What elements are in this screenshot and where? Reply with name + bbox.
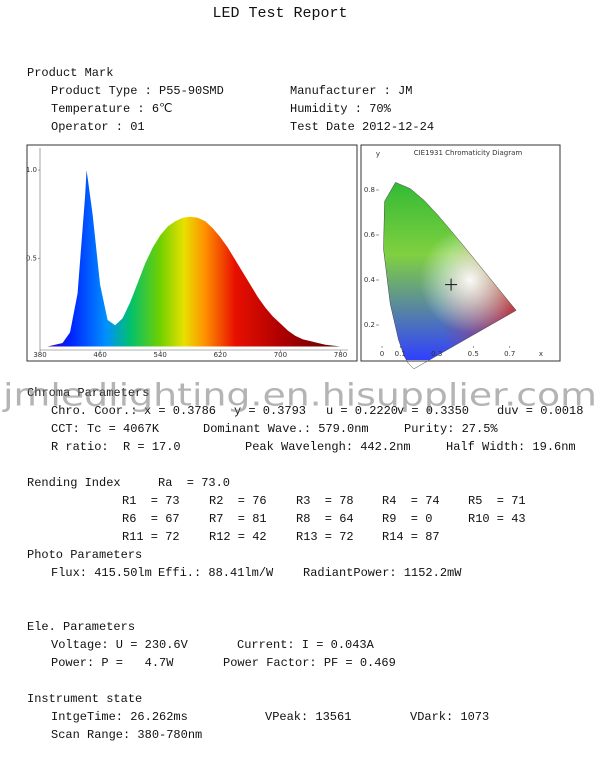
cie-frame [360,144,561,362]
cie-gamut [383,182,517,360]
chromaticity-point [445,278,458,291]
field: Voltage: U = 230.6V [51,638,189,652]
field: Flux: 415.50lm [51,566,152,580]
x-tick-label: 700 [274,351,287,359]
field: Effi.: 88.41lm/W [158,566,274,580]
x-tick-label: 540 [154,351,167,359]
field: R8 = 64 [296,512,354,526]
y-tick-label: 0.6 [364,231,376,239]
field: R ratio: R = 17.0 [51,440,181,454]
section-heading: Ele. Parameters [27,620,135,634]
field: Scan Range: 380-780nm [51,728,202,742]
field: VPeak: 13561 [265,710,351,724]
field: R10 = 43 [468,512,526,526]
field: v = 0.3350 [397,404,469,418]
field: R11 = 72 [122,530,180,544]
x-tick-label: 0.1 [395,350,406,358]
cie-chart: CIE1931 Chromaticity Diagram y x 0 0.1 0.3 0.5… [364,149,543,370]
watermark: jmledlighting.en.hisupplier.com [2,378,597,414]
field: R12 = 42 [209,530,267,544]
field: R2 = 76 [209,494,267,508]
field: VDark: 1073 [410,710,489,724]
field: Operator : 01 [51,120,145,134]
x-tick-label: 0.7 [504,350,515,358]
y-axis-label: y [376,150,380,158]
field: Product Type : P55-90SMD [51,84,224,98]
section-heading: Chroma Parameters [27,386,149,400]
field: y = 0.3793 [234,404,306,418]
field: duv = 0.0018 [497,404,583,418]
field: R5 = 71 [468,494,526,508]
field: Dominant Wave.: 579.0nm [203,422,369,436]
field: R1 = 73 [122,494,180,508]
x-tick-label: 620 [214,351,227,359]
rendering-grid: R1 = 73 R2 = 76 R3 = 78 R4 = 74 R5 = 71 R6 = … [122,494,526,544]
field: Chro. Coor.: [51,404,137,418]
spectrum-chart: 380 460 540 620 700 780 1.0 0.5 [26,148,348,359]
field: R13 = 72 [296,530,354,544]
field: x = 0.3786 [144,404,216,418]
section-heading: Rending Index [27,476,121,490]
spectrum-frame [26,144,358,362]
x-tick-label: 0.3 [431,350,442,358]
chart-title: CIE1931 Chromaticity Diagram [414,149,523,157]
field: IntgeTime: 26.262ms [51,710,188,724]
y-tick-label: 0.2 [364,321,375,329]
field: Temperature : 6℃ [51,102,173,116]
title: LED Test Report [212,5,347,22]
field: R6 = 67 [122,512,180,526]
y-tick-label: 0.8 [364,186,375,194]
field: R4 = 74 [382,494,440,508]
field: Power: P = 4.7W [51,656,174,670]
gamut-white [383,182,517,360]
field: u = 0.2220 [326,404,398,418]
field: Purity: 27.5% [404,422,498,436]
y-tick-label: 1.0 [26,166,37,174]
field: R7 = 81 [209,512,267,526]
field: RadiantPower: 1152.2mW [303,566,462,580]
x-tick-label: 380 [33,351,46,359]
x-tick-label: 0 [380,350,384,358]
field: Half Width: 19.6nm [446,440,576,454]
x-tick-label: 460 [93,351,106,359]
gamut-outline [383,182,517,370]
field: Power Factor: PF = 0.469 [223,656,396,670]
field: Manufacturer : JM [290,84,412,98]
x-axis-label: x [539,350,543,358]
x-tick-label: 780 [334,351,347,359]
spectrum-area [40,170,341,347]
field: R14 = 87 [382,530,440,544]
field: R3 = 78 [296,494,354,508]
field: Test Date 2012-12-24 [290,120,434,134]
x-tick-label: 0.5 [468,350,479,358]
y-tick-label: 0.4 [364,276,376,284]
field: Peak Wavelengh: 442.2nm [245,440,411,454]
field: CCT: Tc = 4067K [51,422,160,436]
y-tick-label: 0.5 [26,254,37,262]
field: Ra = 73.0 [158,476,230,490]
field: Current: I = 0.043A [237,638,375,652]
field: R9 = 0 [382,512,432,526]
field: Humidity : 70% [290,102,392,116]
section-heading: Photo Parameters [27,548,142,562]
section-heading: Instrument state [27,692,142,706]
section-heading: Product Mark [27,66,113,80]
